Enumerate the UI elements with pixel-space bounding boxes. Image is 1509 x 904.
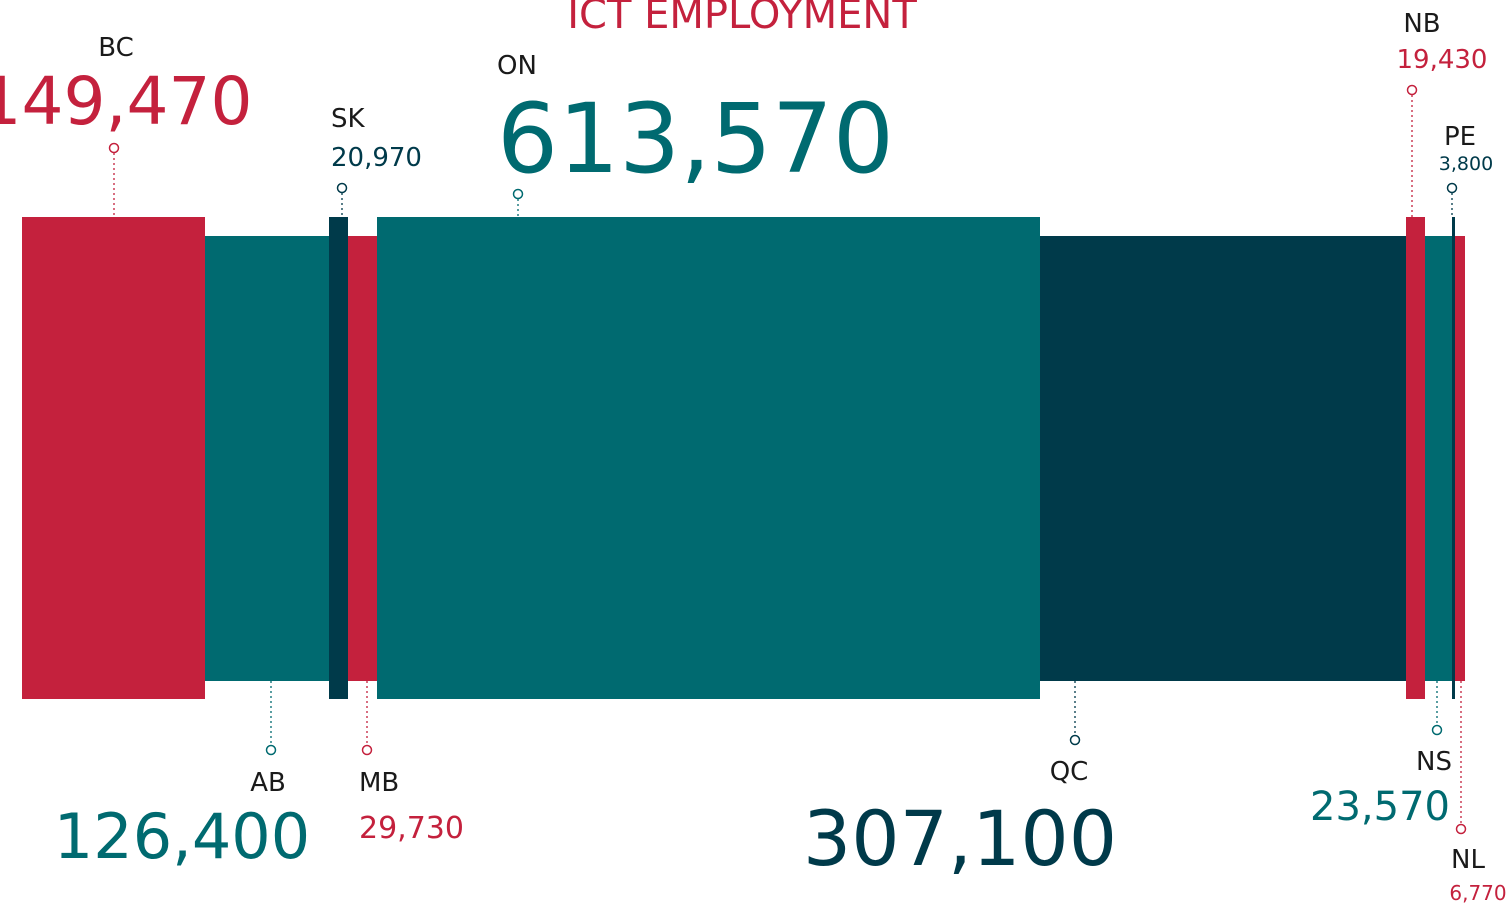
bar-sk	[329, 217, 348, 699]
leader-dot-nl	[1455, 823, 1467, 835]
leader-dot-ns	[1431, 724, 1443, 736]
leader-dot-on	[512, 188, 524, 200]
bar-nl	[1455, 236, 1465, 681]
bar-qc	[1040, 236, 1406, 681]
category-label-nb: NB	[1403, 9, 1440, 39]
category-label-mb: MB	[359, 768, 399, 798]
leader-dot-qc	[1069, 734, 1081, 746]
value-label-sk: 20,970	[331, 143, 422, 173]
value-label-nb: 19,430	[1397, 45, 1488, 75]
category-label-qc: QC	[1050, 757, 1089, 787]
value-label-ns: 23,570	[1310, 784, 1450, 830]
bar-ns	[1425, 236, 1452, 681]
chart-title: ICT EMPLOYMENT	[567, 0, 917, 38]
category-label-sk: SK	[331, 104, 366, 134]
leader-dot-pe	[1446, 182, 1458, 194]
bar-on	[377, 217, 1040, 699]
value-label-on: 613,570	[497, 83, 894, 195]
category-label-ab: AB	[250, 768, 286, 798]
value-label-qc: 307,100	[803, 794, 1117, 883]
bar-nb	[1406, 217, 1425, 699]
bars-layer	[22, 217, 1465, 699]
leader-dot-mb	[361, 744, 373, 756]
value-label-ab: 126,400	[54, 800, 310, 873]
bar-bc	[22, 217, 205, 699]
value-label-mb: 29,730	[359, 811, 464, 846]
leader-dot-sk	[336, 182, 348, 194]
category-label-on: ON	[497, 51, 537, 81]
bar-ab	[205, 236, 329, 681]
value-label-bc: 149,470	[0, 63, 252, 140]
category-label-ns: NS	[1416, 747, 1452, 777]
leader-dot-bc	[108, 142, 120, 154]
value-label-nl: 6,770	[1449, 881, 1506, 904]
value-label-pe: 3,800	[1439, 153, 1493, 175]
leaders-layer	[108, 84, 1467, 835]
category-label-pe: PE	[1444, 122, 1476, 152]
bar-mb	[348, 236, 377, 681]
bar-pe	[1452, 217, 1455, 699]
leader-dot-ab	[265, 744, 277, 756]
category-label-nl: NL	[1451, 845, 1485, 875]
leader-dot-nb	[1406, 84, 1418, 96]
category-label-bc: BC	[98, 33, 134, 63]
